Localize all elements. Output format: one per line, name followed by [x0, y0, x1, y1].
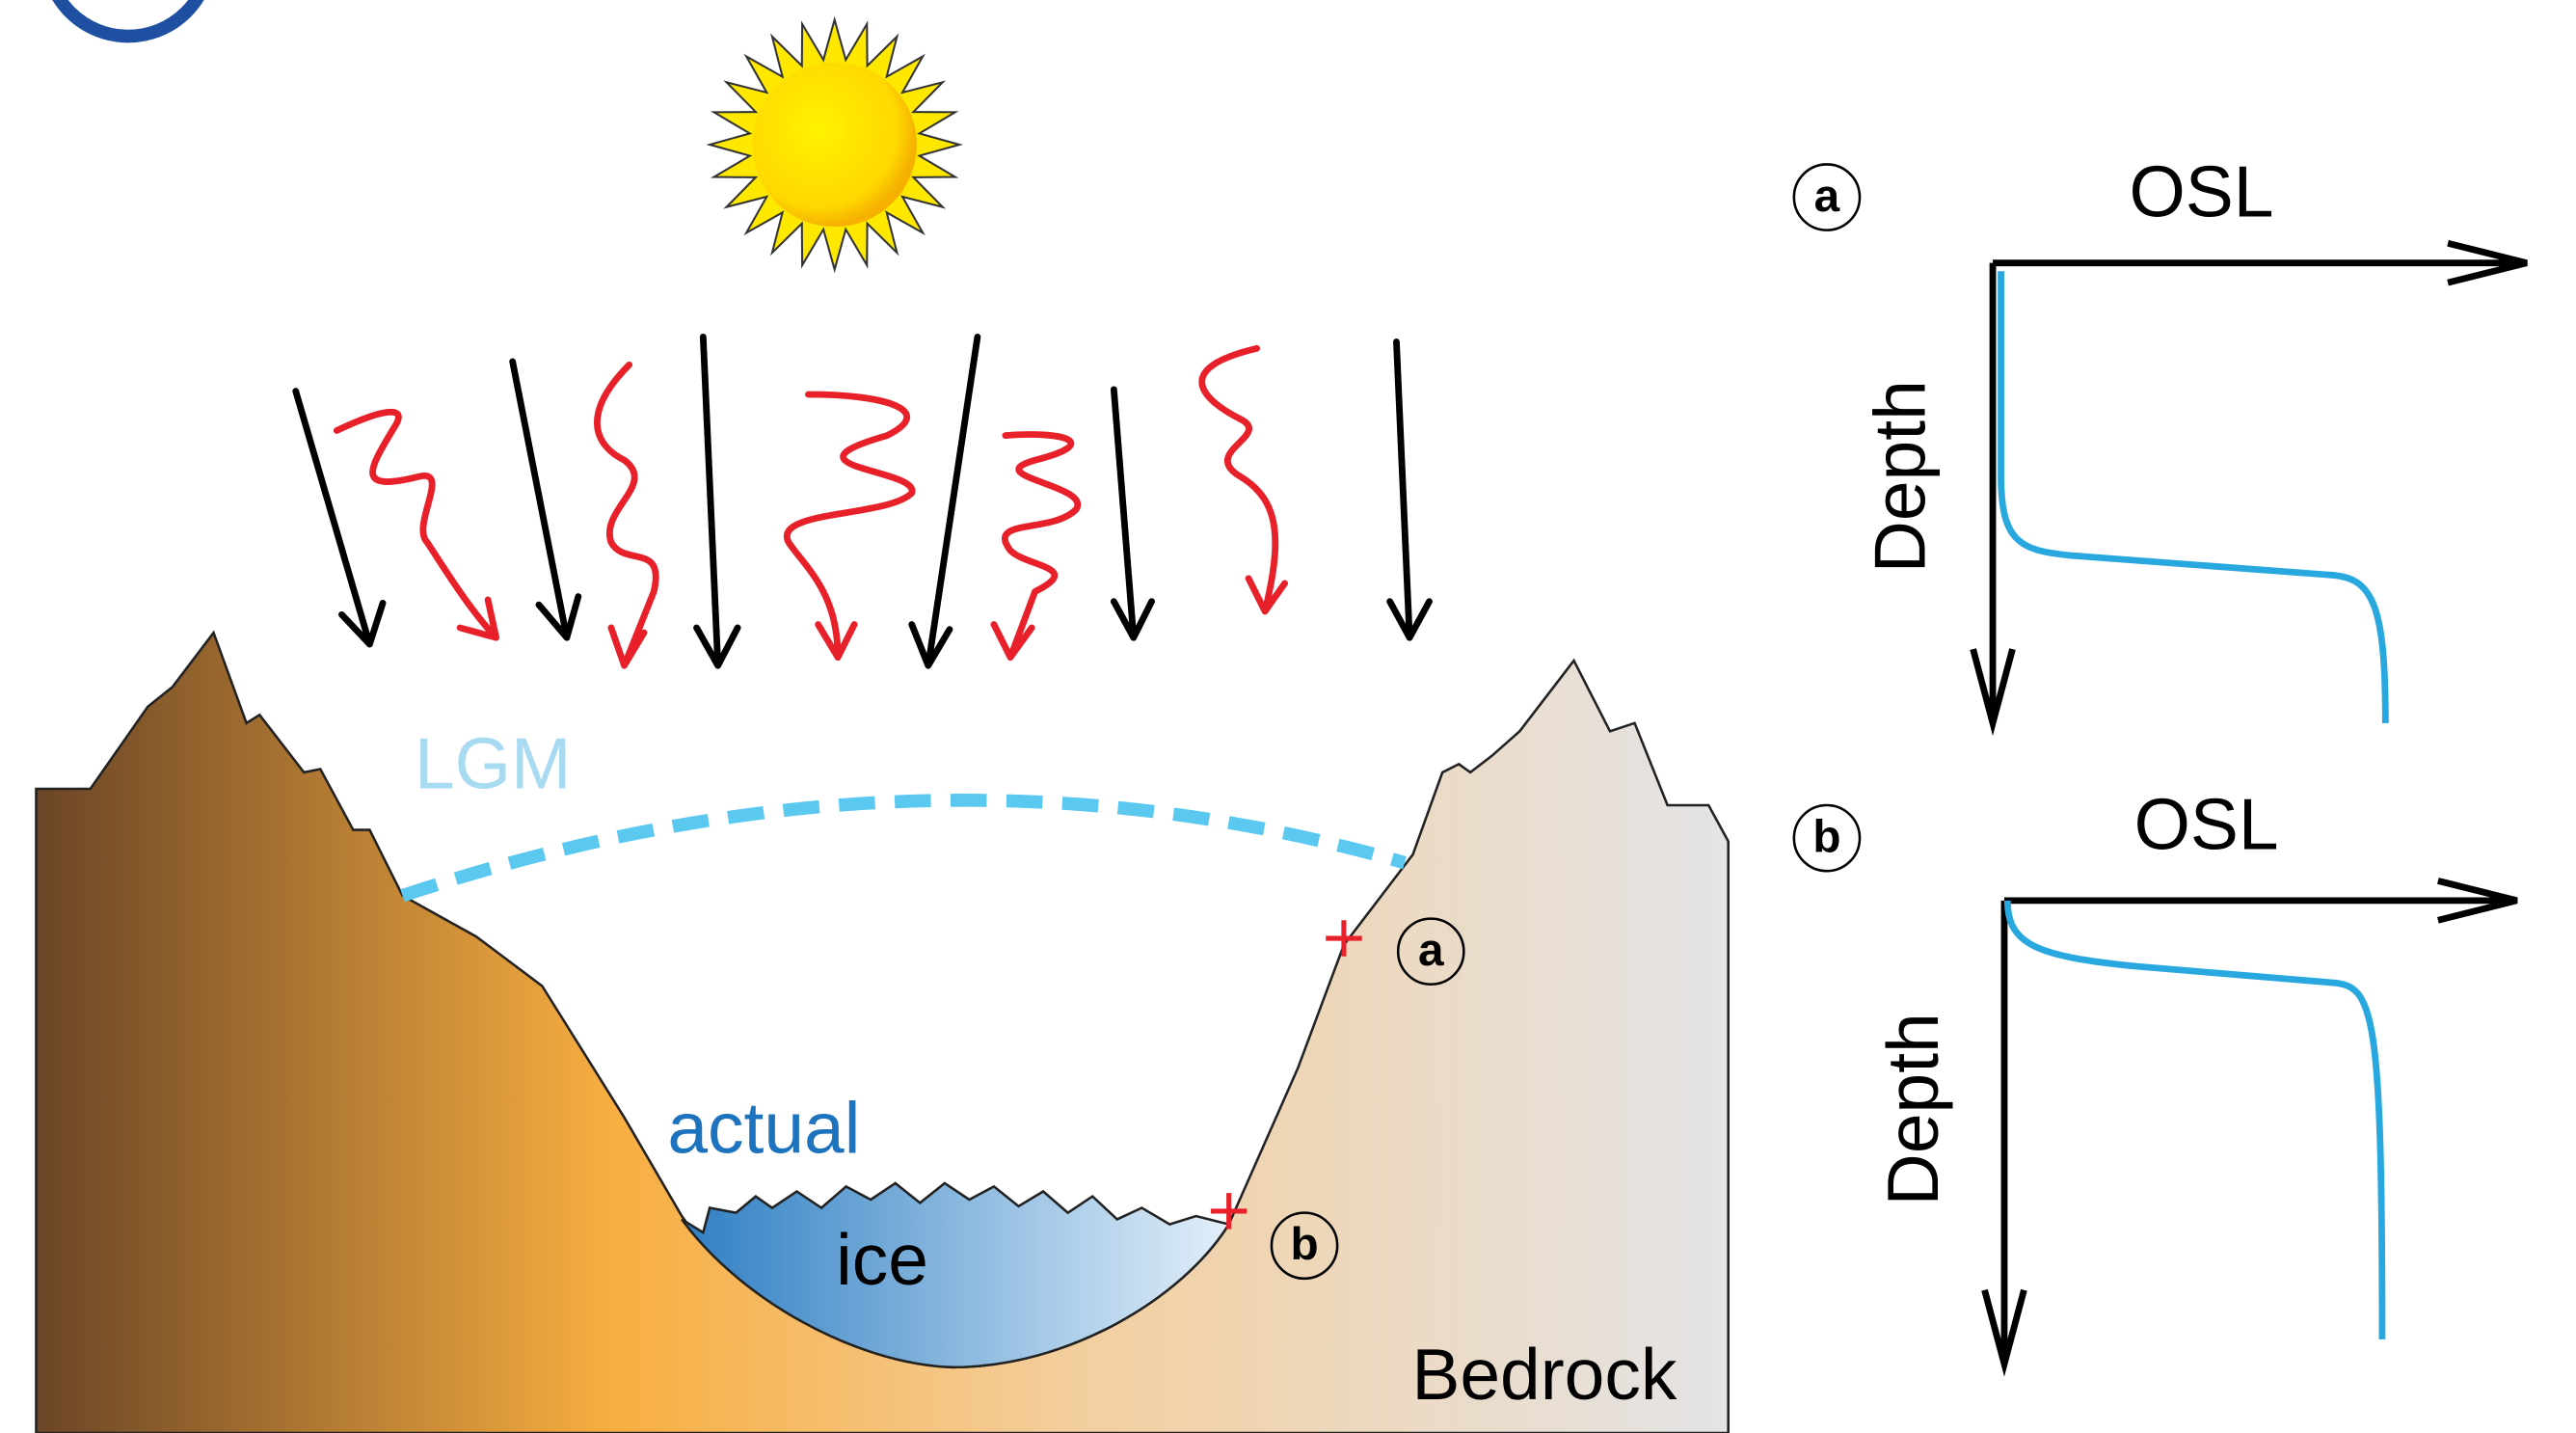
sun-disc — [752, 63, 916, 227]
diagram: LGM actual ice Bedrock a b a OSL Depth b… — [0, 0, 2576, 1433]
axes — [1973, 243, 2527, 723]
actual-label: actual — [667, 1088, 860, 1169]
ice-label: ice — [836, 1219, 928, 1300]
panel-b: b OSL Depth — [1794, 783, 2517, 1364]
panel-label: b — [1812, 811, 1840, 862]
rays — [296, 337, 1430, 665]
panel-label: a — [1814, 171, 1840, 222]
lgm-line — [403, 800, 1405, 896]
site-label: a — [1418, 925, 1444, 976]
osl-curve — [2007, 901, 2382, 1339]
site-label: b — [1290, 1219, 1318, 1270]
y-axis-label: Depth — [1872, 1013, 1953, 1205]
bedrock-label: Bedrock — [1411, 1334, 1677, 1415]
sun — [710, 19, 959, 269]
lgm-label: LGM — [415, 722, 571, 803]
panel-a: a OSL Depth — [1794, 150, 2527, 723]
logo — [46, 0, 210, 37]
x-axis-label: OSL — [2134, 783, 2279, 864]
y-axis-label: Depth — [1860, 380, 1941, 573]
osl-curve — [2001, 271, 2386, 723]
x-axis-label: OSL — [2129, 150, 2273, 231]
